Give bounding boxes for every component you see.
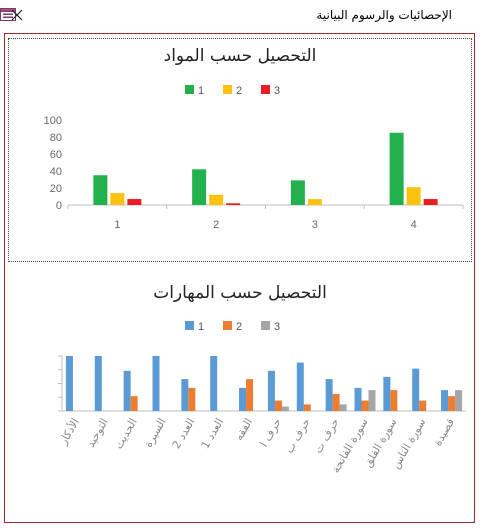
- skills-x-tick-label: الأذكار: [55, 416, 82, 448]
- skills-bar: [412, 368, 420, 411]
- skills-legend-swatch: [223, 321, 232, 330]
- skills-legend-label: 2: [236, 321, 242, 333]
- subjects-bar: [389, 132, 404, 205]
- subjects-chart-border: [8, 38, 472, 262]
- report-frame: [4, 33, 475, 523]
- skills-bar: [296, 362, 304, 411]
- skills-x-tick-label: التوحيد: [84, 416, 111, 450]
- skills-bar: [65, 356, 73, 411]
- form-icon: [0, 8, 16, 21]
- subjects-bar: [192, 169, 207, 205]
- skills-chart-title: التحصيل حسب المهارات: [153, 283, 327, 303]
- skills-bar: [130, 396, 138, 411]
- skills-bar: [332, 393, 340, 411]
- skills-bar: [281, 406, 289, 411]
- skills-bar: [448, 396, 456, 411]
- skills-bar: [368, 390, 376, 411]
- skills-x-tick-label: العدد 1: [199, 416, 227, 451]
- skills-bar: [123, 370, 131, 411]
- subjects-bar: [226, 203, 241, 205]
- skills-bar: [246, 379, 254, 411]
- skills-x-tick-label: السيرة: [142, 416, 169, 450]
- skills-bar: [339, 404, 347, 411]
- skills-bar: [383, 376, 391, 411]
- skills-bar: [267, 370, 275, 411]
- skills-bar: [325, 379, 333, 411]
- skills-legend-swatch: [185, 321, 194, 330]
- window-title: الإحصائيات والرسوم البيانية: [316, 8, 452, 22]
- skills-bar: [152, 356, 160, 411]
- skills-bar: [210, 356, 218, 411]
- skills-bar: [188, 387, 196, 411]
- skills-legend-label: 1: [198, 321, 204, 333]
- subjects-bar: [290, 180, 305, 205]
- skills-x-tick-label: العدد 2: [170, 416, 198, 451]
- subjects-legend-label: 2: [236, 85, 242, 97]
- close-button[interactable]: [0, 0, 34, 31]
- subjects-x-tick-label: 4: [411, 219, 417, 231]
- skills-bar: [303, 404, 311, 411]
- subjects-y-tick-label: 60: [50, 149, 62, 161]
- skills-bar: [181, 379, 189, 411]
- skills-bar: [361, 400, 369, 411]
- subjects-x-tick-label: 1: [114, 219, 120, 231]
- skills-x-tick-label: حرف ا: [257, 416, 284, 449]
- subjects-legend-swatch: [223, 85, 232, 94]
- subjects-bar: [307, 199, 322, 205]
- skills-bar: [239, 387, 247, 411]
- skills-bar: [390, 390, 398, 411]
- subjects-chart-title: التحصيل حسب المواد: [163, 46, 317, 66]
- subjects-bar: [93, 175, 108, 205]
- skills-x-tick-label: قصيدة: [431, 416, 457, 448]
- skills-x-tick-label: حرف ب: [283, 416, 313, 456]
- skills-bar: [94, 356, 102, 411]
- subjects-legend-label: 1: [198, 85, 204, 97]
- skills-x-tick-label: حرف ت: [311, 416, 341, 456]
- subjects-bar: [209, 194, 224, 205]
- subjects-legend-swatch: [185, 85, 194, 94]
- subjects-y-tick-label: 0: [56, 200, 62, 212]
- skills-bar: [441, 390, 449, 411]
- subjects-y-tick-label: 40: [50, 166, 62, 178]
- skills-x-tick-label: الفقه: [232, 416, 255, 443]
- skills-bar: [354, 387, 362, 411]
- subjects-bar: [423, 199, 438, 205]
- skills-bar: [274, 400, 282, 411]
- subjects-y-tick-label: 100: [44, 115, 62, 127]
- subjects-bar: [406, 187, 421, 205]
- subjects-bar: [110, 193, 125, 205]
- close-icon: [11, 9, 23, 21]
- subjects-y-tick-label: 80: [50, 132, 62, 144]
- subjects-legend-swatch: [261, 85, 270, 94]
- skills-legend-swatch: [261, 321, 270, 330]
- subjects-bar: [127, 199, 142, 205]
- subjects-y-tick-label: 20: [50, 183, 62, 195]
- title-bar: الإحصائيات والرسوم البيانية: [0, 0, 482, 31]
- skills-bar: [419, 400, 427, 411]
- skills-x-tick-label: الحديث: [112, 416, 140, 451]
- subjects-x-tick-label: 3: [312, 219, 318, 231]
- subjects-x-tick-label: 2: [213, 219, 219, 231]
- subjects-legend-label: 3: [274, 85, 280, 97]
- skills-legend-label: 3: [274, 321, 280, 333]
- skills-bar: [455, 390, 463, 411]
